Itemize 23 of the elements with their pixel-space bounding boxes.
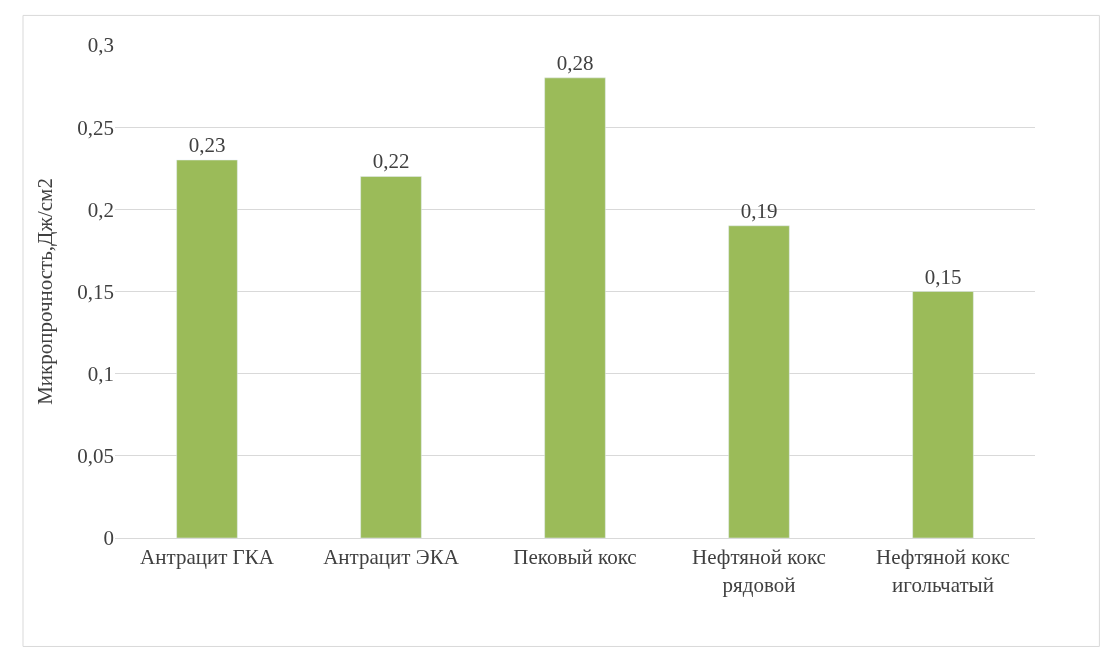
data-label: 0,23	[188, 133, 226, 158]
y-tick-label: 0,15	[77, 279, 114, 304]
x-tick-label: Нефтяной кокс игольчатый	[876, 545, 1010, 597]
y-tick-label: 0,3	[87, 33, 114, 58]
x-tick-label: Антрацит ЭКА	[323, 545, 460, 570]
y-tick-label: 0	[103, 526, 114, 551]
x-tick-label: Пековый кокс	[513, 545, 637, 570]
bar	[176, 159, 238, 538]
y-axis-title: Микропрочность,Дж/см2	[33, 178, 58, 405]
x-tick-label: Нефтяной кокс рядовой	[692, 545, 826, 597]
bar	[544, 77, 606, 538]
data-label: 0,22	[372, 149, 410, 174]
data-label: 0,19	[740, 198, 778, 223]
y-tick-label: 0,25	[77, 115, 114, 140]
y-tick-label: 0,05	[77, 444, 114, 469]
data-label: 0,28	[556, 50, 594, 75]
x-tick-label: Антрацит ГКА	[140, 545, 275, 570]
bar	[912, 291, 974, 538]
bar	[360, 176, 422, 538]
bar	[728, 225, 790, 538]
y-tick-label: 0,1	[87, 362, 114, 387]
data-label: 0,15	[924, 264, 962, 289]
y-tick-label: 0,2	[87, 197, 114, 222]
